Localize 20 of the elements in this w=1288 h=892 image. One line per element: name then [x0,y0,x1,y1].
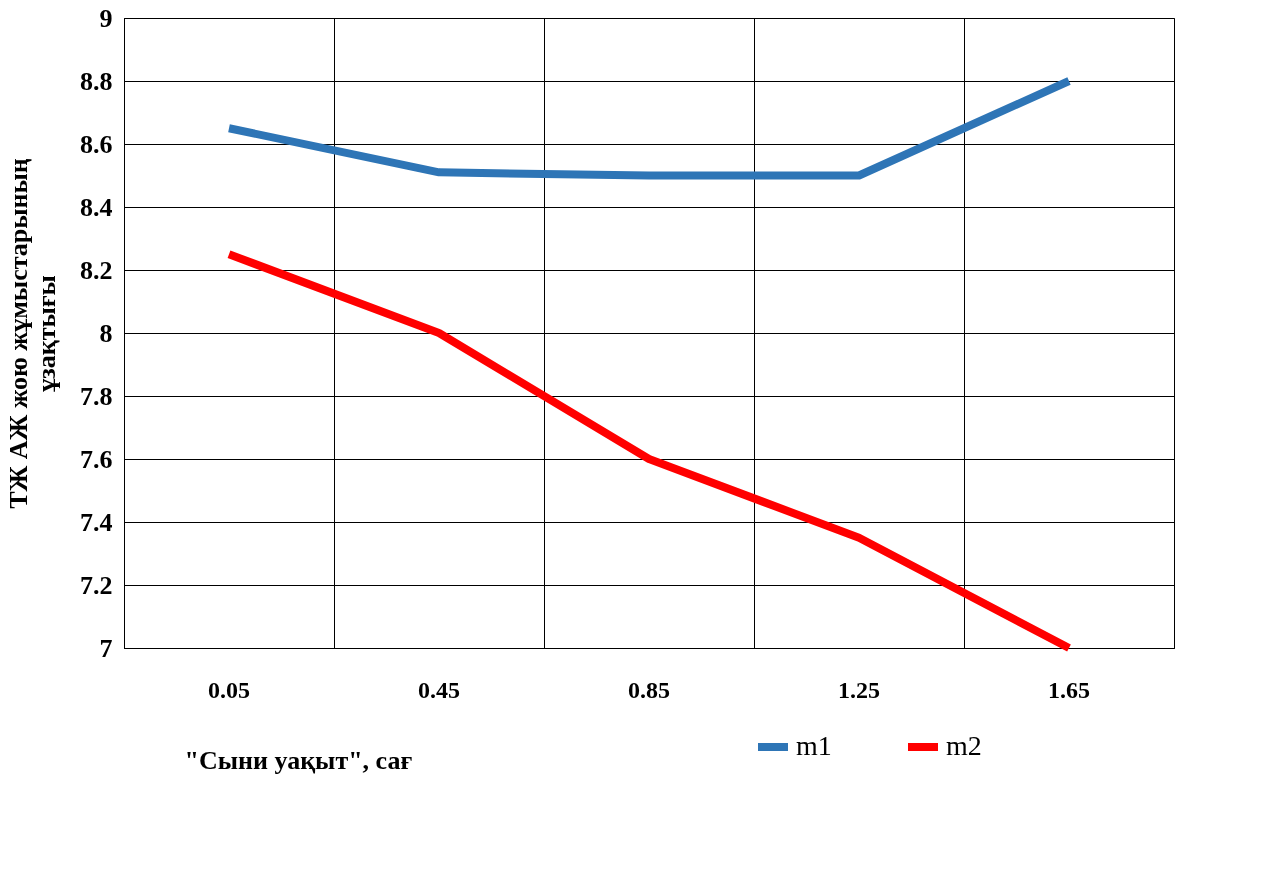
y-tick-label: 8 [99,318,113,348]
y-tick-label: 8.4 [80,192,113,222]
y-tick-label: 8.8 [80,66,113,96]
x-axis-title: "Сыни уақыт", сағ [184,745,413,775]
x-tick-label: 0.05 [208,676,250,703]
y-tick-label: 9 [99,3,113,33]
y-tick-label: 7.8 [80,381,113,411]
x-tick-label: 1.25 [838,676,880,703]
y-tick-label: 7.2 [80,570,113,600]
y-tick-label: 7.4 [80,507,113,537]
y-axis-title: ТЖ АЖ жою жұмыстарының ұзақтығы [4,158,61,509]
x-tick-label: 1.65 [1048,676,1090,703]
y-tick-label: 8.2 [80,255,113,285]
x-tick-label: 0.85 [628,676,670,703]
legend-label: m1 [796,730,832,761]
y-tick-label: 7.6 [80,444,113,474]
x-tick-label: 0.45 [418,676,460,703]
y-tick-label: 8.6 [80,129,113,159]
y-tick-label: 7 [99,633,113,663]
legend-label: m2 [946,730,982,761]
